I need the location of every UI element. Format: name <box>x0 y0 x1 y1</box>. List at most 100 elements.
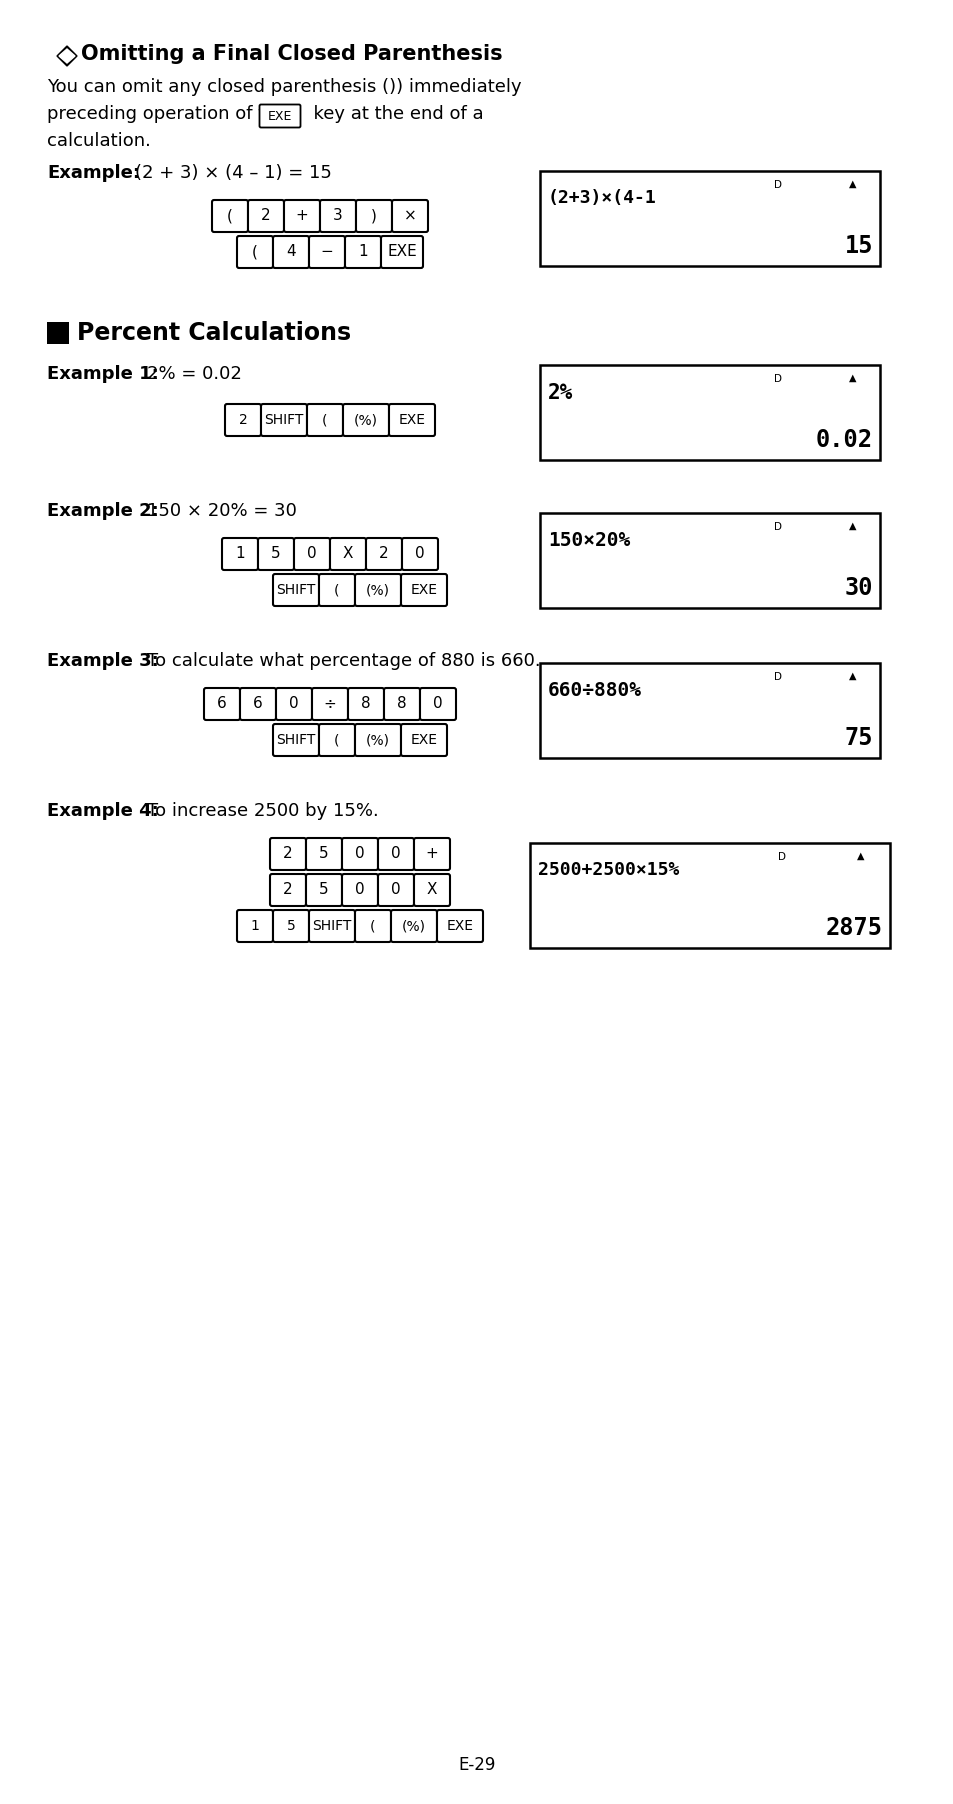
FancyBboxPatch shape <box>380 236 422 269</box>
FancyBboxPatch shape <box>377 839 414 870</box>
Text: calculation.: calculation. <box>47 132 151 150</box>
Text: Example:: Example: <box>47 164 140 182</box>
FancyBboxPatch shape <box>273 236 309 269</box>
Text: Example 4:: Example 4: <box>47 803 158 821</box>
Bar <box>539 171 879 265</box>
FancyBboxPatch shape <box>355 909 391 942</box>
FancyBboxPatch shape <box>225 404 261 437</box>
Text: 0: 0 <box>307 547 316 561</box>
Text: To calculate what percentage of 880 is 660.: To calculate what percentage of 880 is 6… <box>147 651 540 669</box>
Text: +: + <box>295 209 308 224</box>
Text: 150×20%: 150×20% <box>547 530 630 550</box>
FancyBboxPatch shape <box>391 909 436 942</box>
Text: ×: × <box>403 209 416 224</box>
Text: SHIFT: SHIFT <box>276 732 315 747</box>
Text: Omitting a Final Closed Parenthesis: Omitting a Final Closed Parenthesis <box>81 43 502 63</box>
Text: EXE: EXE <box>398 413 425 428</box>
FancyBboxPatch shape <box>212 200 248 233</box>
Text: 8: 8 <box>396 696 406 711</box>
Text: (: ( <box>322 413 328 428</box>
Text: 0: 0 <box>415 547 424 561</box>
FancyBboxPatch shape <box>355 200 392 233</box>
FancyBboxPatch shape <box>319 200 355 233</box>
FancyBboxPatch shape <box>377 873 414 906</box>
Text: 15: 15 <box>843 235 872 258</box>
Text: 5: 5 <box>319 846 329 862</box>
Text: (2 + 3) × (4 – 1) = 15: (2 + 3) × (4 – 1) = 15 <box>135 164 332 182</box>
FancyBboxPatch shape <box>307 404 343 437</box>
FancyBboxPatch shape <box>341 873 377 906</box>
FancyBboxPatch shape <box>414 839 450 870</box>
Text: X: X <box>342 547 353 561</box>
FancyBboxPatch shape <box>343 404 389 437</box>
Text: Example 1:: Example 1: <box>47 364 158 382</box>
Text: ÷: ÷ <box>323 696 336 711</box>
FancyBboxPatch shape <box>400 723 447 756</box>
Text: (: ( <box>252 245 257 260</box>
Text: 0: 0 <box>433 696 442 711</box>
FancyBboxPatch shape <box>273 723 318 756</box>
FancyBboxPatch shape <box>240 687 275 720</box>
Bar <box>530 842 889 947</box>
Text: To increase 2500 by 15%.: To increase 2500 by 15%. <box>147 803 378 821</box>
Text: Example 2:: Example 2: <box>47 502 158 520</box>
Text: X: X <box>426 882 436 898</box>
Text: (%): (%) <box>366 583 390 597</box>
Bar <box>539 364 879 460</box>
Text: 4: 4 <box>286 245 295 260</box>
FancyBboxPatch shape <box>236 909 273 942</box>
Text: SHIFT: SHIFT <box>276 583 315 597</box>
Text: D: D <box>773 373 781 384</box>
FancyBboxPatch shape <box>355 723 400 756</box>
Text: 0: 0 <box>355 882 364 898</box>
Text: 2: 2 <box>283 846 293 862</box>
Text: SHIFT: SHIFT <box>264 413 303 428</box>
Text: EXE: EXE <box>268 110 292 123</box>
Text: (2+3)×(4-1: (2+3)×(4-1 <box>547 189 656 207</box>
FancyBboxPatch shape <box>294 538 330 570</box>
FancyBboxPatch shape <box>257 538 294 570</box>
Text: −: − <box>320 245 333 260</box>
Text: 1: 1 <box>251 918 259 933</box>
Text: ▲: ▲ <box>848 179 856 189</box>
Text: 2: 2 <box>283 882 293 898</box>
Text: EXE: EXE <box>387 245 416 260</box>
FancyBboxPatch shape <box>419 687 456 720</box>
FancyBboxPatch shape <box>436 909 482 942</box>
Text: 75: 75 <box>843 725 872 750</box>
FancyBboxPatch shape <box>389 404 435 437</box>
Text: ▲: ▲ <box>848 671 856 680</box>
FancyBboxPatch shape <box>306 839 341 870</box>
FancyBboxPatch shape <box>270 873 306 906</box>
Text: 6: 6 <box>217 696 227 711</box>
Text: 5: 5 <box>319 882 329 898</box>
FancyBboxPatch shape <box>306 873 341 906</box>
FancyBboxPatch shape <box>330 538 366 570</box>
FancyBboxPatch shape <box>392 200 428 233</box>
Text: ▲: ▲ <box>848 521 856 530</box>
Text: E-29: E-29 <box>457 1755 496 1773</box>
Text: 3: 3 <box>333 209 342 224</box>
FancyBboxPatch shape <box>309 236 345 269</box>
Text: (: ( <box>334 583 339 597</box>
FancyBboxPatch shape <box>348 687 384 720</box>
Text: ▲: ▲ <box>857 851 864 861</box>
Text: EXE: EXE <box>410 583 437 597</box>
Text: 0: 0 <box>289 696 298 711</box>
Text: D: D <box>773 180 781 189</box>
Text: 2500+2500×15%: 2500+2500×15% <box>537 861 679 879</box>
FancyBboxPatch shape <box>270 839 306 870</box>
FancyBboxPatch shape <box>284 200 319 233</box>
Text: Percent Calculations: Percent Calculations <box>77 321 351 345</box>
FancyBboxPatch shape <box>204 687 240 720</box>
Text: preceding operation of the: preceding operation of the <box>47 105 288 123</box>
Text: 6: 6 <box>253 696 263 711</box>
Text: D: D <box>773 521 781 532</box>
Text: 2: 2 <box>261 209 271 224</box>
FancyBboxPatch shape <box>259 105 300 128</box>
FancyBboxPatch shape <box>345 236 380 269</box>
FancyBboxPatch shape <box>275 687 312 720</box>
FancyBboxPatch shape <box>273 909 309 942</box>
Text: 2: 2 <box>378 547 389 561</box>
Text: key at the end of a: key at the end of a <box>302 105 483 123</box>
